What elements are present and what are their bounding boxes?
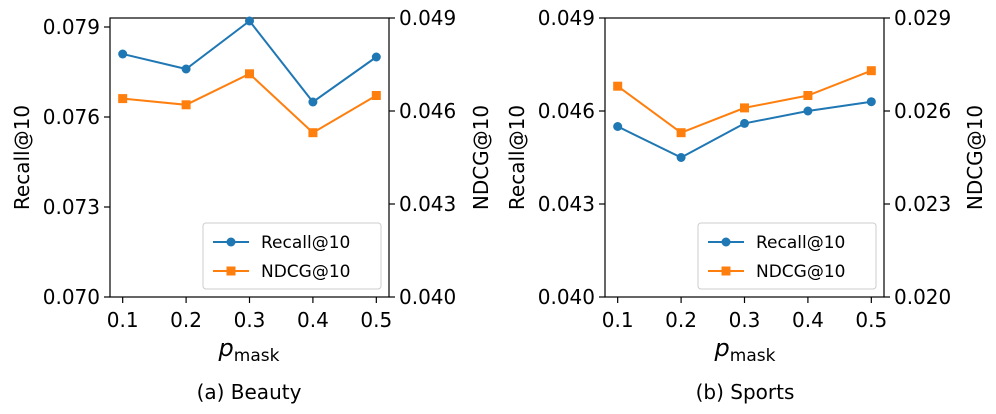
chart-beauty: 0.1 0.2 0.3 0.4 0.5 0.070 0.073 0.076 0.079 0.040…: [10, 6, 493, 404]
left-y-tick-label: 0.040: [538, 285, 595, 309]
data-point-ndcg@10: [181, 100, 191, 110]
right-y-tick-label: 0.023: [894, 192, 951, 216]
chart-caption: (b) Sports: [696, 380, 795, 404]
data-point-ndcg@10: [245, 69, 254, 79]
data-point-recall@10: [676, 153, 686, 162]
data-point-ndcg@10: [308, 128, 318, 138]
right-axis-label: NDCG@10: [469, 105, 493, 210]
data-point-ndcg@10: [803, 91, 813, 100]
x-axis-label: pmask: [218, 334, 280, 366]
legend-label-ndcg@10: NDCG@10: [756, 262, 845, 282]
x-axis-label: pmask: [714, 334, 776, 366]
data-point-recall@10: [613, 122, 623, 131]
legend-box: [202, 222, 382, 290]
left-y-tick-label: 0.073: [43, 195, 100, 219]
data-point-ndcg@10: [371, 91, 381, 100]
x-axis-label-subscript: mask: [234, 346, 280, 366]
x-tick-label: 0.2: [665, 308, 697, 332]
data-point-recall@10: [803, 106, 813, 116]
legend-box: [697, 222, 877, 290]
left-y-tick-label: 0.046: [538, 99, 595, 123]
left-y-tick-label: 0.043: [538, 192, 595, 216]
left-y-tick-label: 0.049: [538, 6, 595, 30]
x-tick-label: 0.2: [170, 308, 202, 332]
x-tick-label: 0.4: [792, 308, 824, 332]
right-y-tick-label: 0.020: [894, 285, 951, 309]
data-point-ndcg@10: [740, 103, 749, 113]
x-tick-label: 0.3: [234, 308, 266, 332]
right-axis-label: NDCG@10: [963, 105, 987, 210]
chart-caption: (a) Beauty: [197, 380, 302, 404]
legend-marker-recall@10: [721, 237, 731, 247]
data-point-ndcg@10: [866, 66, 876, 76]
legend-marker-recall@10: [226, 237, 236, 247]
legend-label-ndcg@10: NDCG@10: [261, 262, 350, 282]
data-point-ndcg@10: [676, 128, 686, 138]
right-y-tick-label: 0.049: [399, 6, 456, 30]
x-tick-label: 0.5: [855, 308, 887, 332]
left-y-tick-label: 0.076: [43, 105, 100, 129]
data-point-ndcg@10: [118, 94, 128, 104]
left-axis-label: Recall@10: [10, 105, 34, 210]
right-y-tick-label: 0.043: [399, 192, 456, 216]
right-y-tick-label: 0.040: [399, 285, 456, 309]
right-y-tick-label: 0.046: [399, 99, 456, 123]
legend-marker-ndcg@10: [226, 266, 236, 276]
left-y-tick-label: 0.070: [43, 285, 100, 309]
series-line-ndcg@10: [122, 72, 377, 134]
series-line-recall@10: [122, 19, 377, 104]
data-point-recall@10: [118, 49, 128, 59]
right-y-tick-label: 0.029: [894, 6, 951, 30]
left-y-tick-label: 0.079: [43, 15, 100, 39]
x-axis-label-main: p: [218, 334, 234, 362]
data-point-recall@10: [181, 64, 191, 74]
x-tick-label: 0.1: [107, 308, 139, 332]
x-tick-label: 0.5: [360, 308, 392, 332]
legend-label-recall@10: Recall@10: [756, 233, 845, 253]
data-point-recall@10: [308, 97, 318, 107]
legend-marker-ndcg@10: [721, 266, 731, 276]
data-point-ndcg@10: [613, 81, 623, 91]
data-point-recall@10: [866, 97, 876, 107]
chart-sports: 0.1 0.2 0.3 0.4 0.5 0.040 0.043 0.046 0.049 0.020…: [505, 6, 987, 404]
left-axis-label: Recall@10: [505, 105, 529, 210]
data-point-recall@10: [740, 118, 749, 128]
data-point-recall@10: [245, 16, 254, 26]
x-tick-label: 0.4: [297, 308, 329, 332]
legend-label-recall@10: Recall@10: [261, 233, 350, 253]
x-axis-label-main: p: [714, 334, 730, 362]
right-y-tick-label: 0.026: [894, 99, 951, 123]
data-point-recall@10: [371, 52, 381, 62]
x-axis-label-subscript: mask: [730, 346, 776, 366]
x-tick-label: 0.1: [602, 308, 634, 332]
x-tick-label: 0.3: [729, 308, 761, 332]
